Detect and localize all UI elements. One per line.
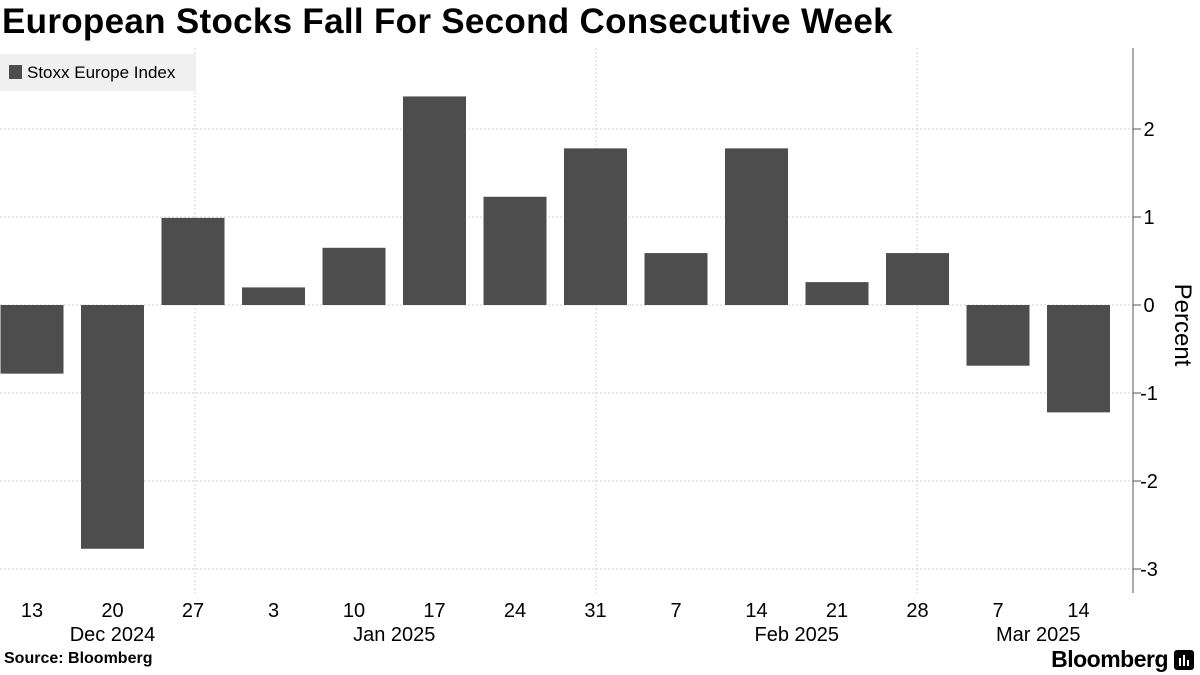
x-tick-label: 7 bbox=[992, 600, 1003, 622]
bar-12 bbox=[966, 305, 1030, 366]
x-tick-label: 17 bbox=[423, 600, 445, 622]
bar-10 bbox=[805, 282, 869, 305]
y-tick-label: 2 bbox=[1143, 119, 1154, 141]
bloomberg-logo: Bloomberg bbox=[1051, 646, 1168, 672]
legend-background bbox=[0, 54, 196, 91]
x-month-label: Mar 2025 bbox=[996, 624, 1081, 646]
y-tick-label: -3 bbox=[1140, 559, 1158, 581]
y-axis: 2 1 0 -1 -2 -3 bbox=[1132, 48, 1158, 593]
grid-layer bbox=[0, 48, 1133, 593]
bar-6 bbox=[483, 196, 547, 305]
legend-swatch bbox=[9, 65, 22, 79]
bloomberg-terminal-icon bbox=[1174, 650, 1194, 670]
x-tick-label: 14 bbox=[1067, 600, 1089, 622]
y-tick-label: -1 bbox=[1140, 383, 1158, 405]
bar-11 bbox=[886, 253, 949, 305]
bar-9 bbox=[725, 148, 788, 305]
legend-label: Stoxx Europe Index bbox=[27, 63, 176, 82]
bar-1 bbox=[81, 305, 144, 549]
bar-0 bbox=[0, 305, 64, 374]
chart-title: European Stocks Fall For Second Consecut… bbox=[2, 2, 893, 41]
bar-4 bbox=[322, 247, 386, 305]
x-tick-label: 3 bbox=[268, 600, 279, 622]
x-tick-label: 21 bbox=[826, 600, 848, 622]
y-tick-label: 1 bbox=[1143, 207, 1154, 229]
bar-13 bbox=[1047, 305, 1110, 413]
legend: Stoxx Europe Index bbox=[0, 54, 196, 91]
y-tick-label: 0 bbox=[1143, 295, 1154, 317]
x-tick-label: 20 bbox=[101, 600, 123, 622]
bar-8 bbox=[644, 253, 708, 305]
x-tick-label: 24 bbox=[504, 600, 526, 622]
x-tick-label: 14 bbox=[745, 600, 767, 622]
x-axis: 13 20 27 3 10 17 24 31 7 14 21 28 7 14 Dec 2024 Jan 202… bbox=[21, 600, 1090, 646]
x-tick-label: 27 bbox=[182, 600, 204, 622]
x-tick-label: 7 bbox=[670, 600, 681, 622]
x-month-label: Jan 2025 bbox=[353, 624, 435, 646]
x-tick-label: 28 bbox=[906, 600, 928, 622]
bar-7 bbox=[564, 148, 627, 305]
source-note: Source: Bloomberg bbox=[4, 650, 153, 667]
bar-layer bbox=[0, 96, 1110, 549]
bar-5 bbox=[403, 96, 466, 305]
y-axis-label: Percent bbox=[1169, 284, 1196, 367]
bar-2 bbox=[161, 217, 225, 305]
x-month-label: Feb 2025 bbox=[754, 624, 839, 646]
x-month-label: Dec 2024 bbox=[70, 624, 156, 646]
x-tick-label: 31 bbox=[584, 600, 606, 622]
y-tick-label: -2 bbox=[1140, 471, 1158, 493]
x-tick-label: 13 bbox=[21, 600, 43, 622]
bar-3 bbox=[242, 287, 305, 305]
x-tick-label: 10 bbox=[343, 600, 365, 622]
